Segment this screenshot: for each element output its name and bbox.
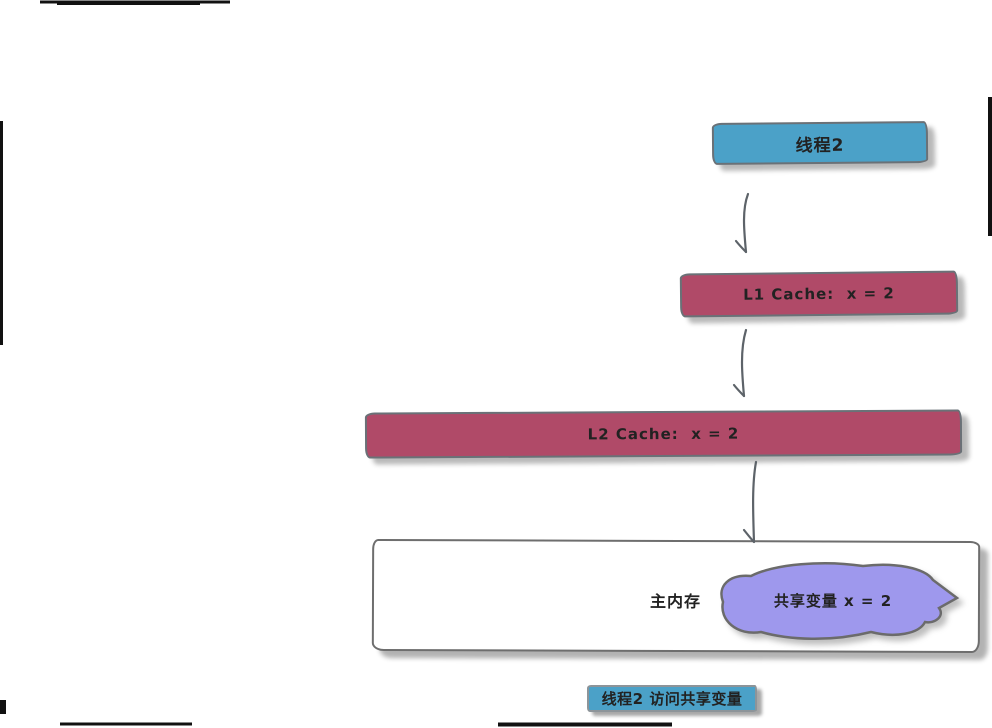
l2-cache-label: L2 Cache: x = 2 (587, 424, 740, 444)
blob-shape (720, 562, 960, 641)
thread2-node: 线程2 (711, 121, 929, 165)
thread2-label: 线程2 (795, 135, 845, 156)
arrow-l1-to-l2-icon (732, 328, 748, 398)
l1-cache-node: L1 Cache: x = 2 (679, 270, 959, 318)
arrow-thread2-to-l1-icon (734, 192, 750, 254)
cutoff-mark-bottom-left (0, 700, 6, 714)
caption-label: 线程2 访问共享变量 (601, 690, 743, 708)
shared-variable-blob: 共享变量 x = 2 (720, 562, 960, 641)
l2-cache-node: L2 Cache: x = 2 (364, 409, 963, 459)
arrow-l2-to-memory-icon (742, 460, 758, 544)
shared-variable-label: 共享变量 x = 2 (774, 592, 892, 610)
l1-cache-label: L1 Cache: x = 2 (743, 284, 895, 304)
main-memory-label: 主内存 (649, 591, 702, 612)
caption-badge: 线程2 访问共享变量 (587, 685, 757, 712)
